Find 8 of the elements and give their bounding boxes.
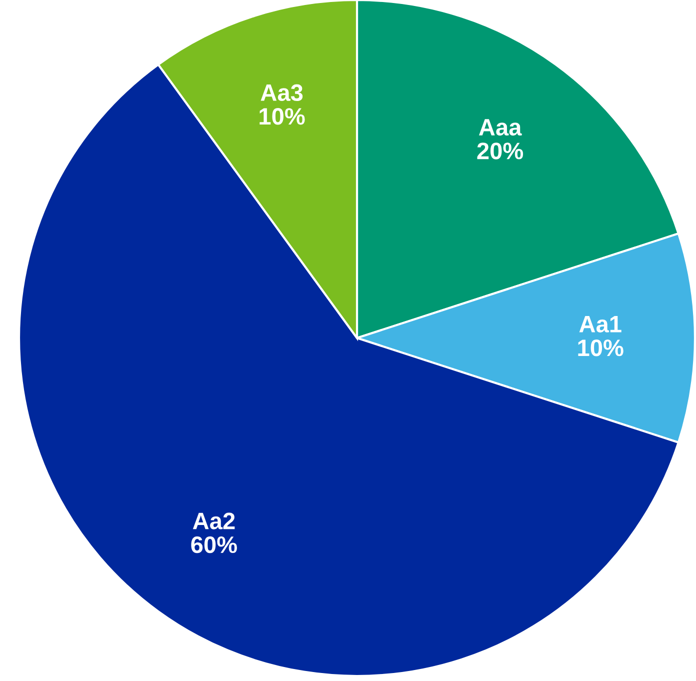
data-label: 10%	[578, 339, 624, 356]
slice-label: Aaa	[478, 119, 522, 136]
data-label: 60%	[191, 536, 237, 554]
slice-label: Aa3	[260, 84, 303, 102]
slice-label: Aa2	[192, 512, 235, 530]
data-label: 20%	[477, 142, 524, 160]
slice-label: Aa1	[579, 316, 622, 332]
data-label: 10%	[260, 108, 305, 125]
